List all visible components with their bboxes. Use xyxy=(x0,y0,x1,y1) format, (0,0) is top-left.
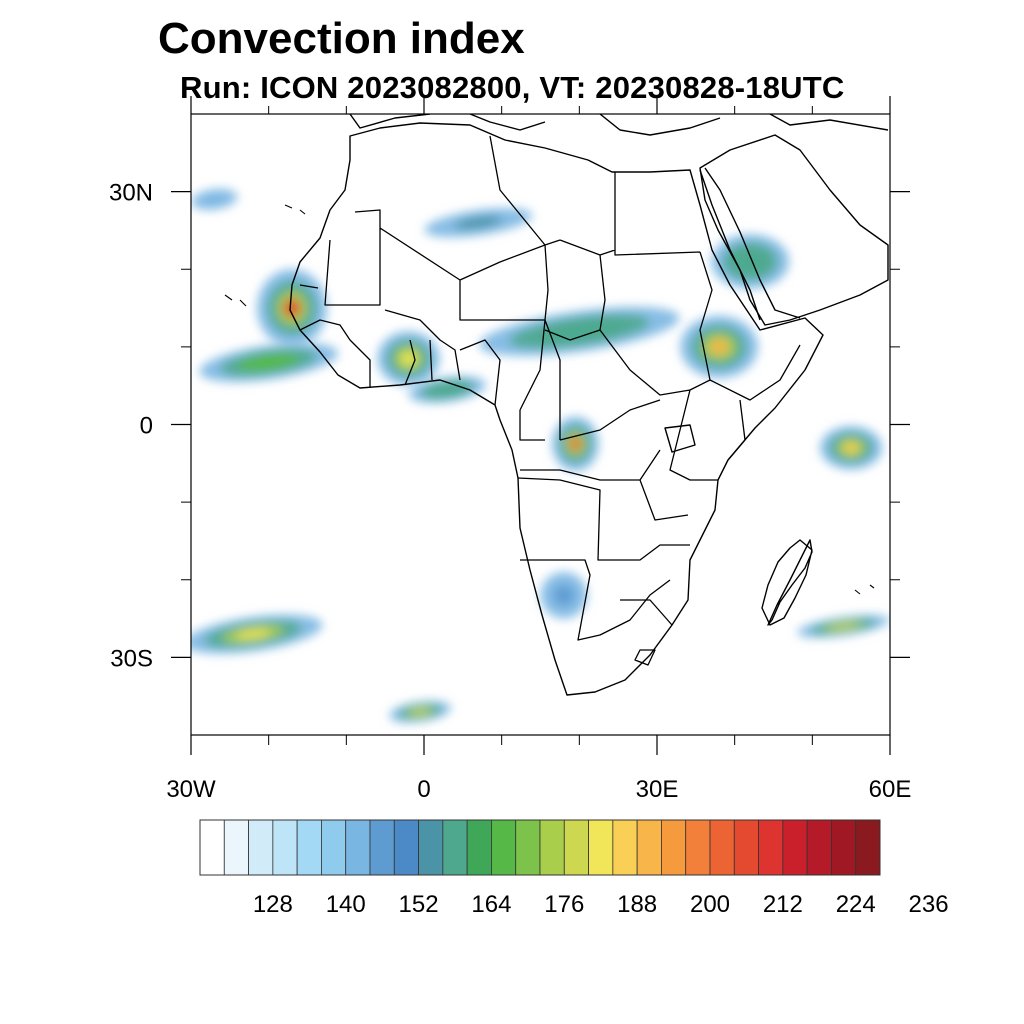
colorbar-label: 140 xyxy=(326,891,366,918)
colorbar-swatch xyxy=(733,819,759,876)
colorbar-swatch xyxy=(466,819,492,876)
convection-area-ethiopia-cluster xyxy=(680,315,758,378)
country-borders xyxy=(299,135,801,666)
colorbar-swatch xyxy=(418,819,444,876)
convection-area-congo-cluster xyxy=(552,416,599,472)
colorbar-swatch xyxy=(296,819,322,876)
convection-area-guinea-coast-band xyxy=(199,342,338,382)
convection-area-ghana-togo-cluster xyxy=(377,331,440,386)
x-tick-label: 30W xyxy=(166,776,216,803)
small-islands xyxy=(224,204,875,595)
colorbar-swatch xyxy=(515,819,541,876)
colorbar-swatch xyxy=(491,819,517,876)
x-tick-label: 60E xyxy=(869,776,912,803)
convection-area-south-atlantic-band xyxy=(191,614,323,654)
y-tick-label: 0 xyxy=(140,413,153,440)
colorbar-swatch xyxy=(612,819,638,876)
convection-area-madagascar-band xyxy=(797,615,890,638)
convection-area-namibia-cluster xyxy=(540,571,588,619)
colorbar-frame xyxy=(199,819,881,876)
colorbar: 128 140 152 164 176 188 200 212 224 236 xyxy=(199,819,949,918)
colorbar-swatch xyxy=(588,819,614,876)
colorbar-label: 200 xyxy=(690,891,730,918)
axis-ticks: 30W 0 30E 60E 30N 0 30S xyxy=(109,96,911,803)
colorbar-swatch xyxy=(442,819,468,876)
colorbar-label: 176 xyxy=(544,891,584,918)
colorbar-swatch xyxy=(539,819,565,876)
colorbar-swatch xyxy=(369,819,395,876)
convection-area-north-atlantic-band xyxy=(191,188,238,210)
colorbar-label: 152 xyxy=(399,891,439,918)
convection-area-west-africa-coast xyxy=(257,269,327,347)
y-tick-label: 30S xyxy=(110,645,153,672)
colorbar-swatch xyxy=(393,819,419,876)
colorbar-swatch xyxy=(563,819,589,876)
colorbar-label: 236 xyxy=(909,891,949,918)
colorbar-label: 164 xyxy=(471,891,511,918)
colorbar-swatch xyxy=(272,819,298,876)
coastlines xyxy=(224,114,889,696)
x-tick-label: 0 xyxy=(417,776,430,803)
chart-subtitle: Run: ICON 2023082800, VT: 20230828-18UTC xyxy=(180,70,845,105)
colorbar-swatch xyxy=(321,819,347,876)
convection-area-sahara-north-band xyxy=(424,208,533,238)
colorbar-swatch xyxy=(709,819,735,876)
colorbar-label: 128 xyxy=(253,891,293,918)
madagascar-coastline xyxy=(761,539,813,626)
red-sea-coast xyxy=(699,167,801,321)
colorbar-swatch xyxy=(248,819,274,876)
colorbar-label: 212 xyxy=(763,891,803,918)
colorbar-swatch xyxy=(199,819,225,876)
europe-coastline xyxy=(349,114,889,136)
colorbar-swatch xyxy=(661,819,687,876)
colorbar-swatch xyxy=(636,819,662,876)
arabia-coastline xyxy=(699,134,889,326)
colorbar-label: 188 xyxy=(617,891,657,918)
convection-area-gulf-of-guinea-band xyxy=(408,376,486,404)
x-tick-label: 30E xyxy=(636,776,679,803)
convection-area-south-atlantic-band-2 xyxy=(389,700,451,723)
africa-coastline xyxy=(289,122,824,696)
colorbar-swatch xyxy=(806,819,832,876)
colorbar-swatch xyxy=(855,819,881,876)
convection-area-indian-ocean-cluster xyxy=(820,426,883,470)
colorbar-swatch xyxy=(345,819,371,876)
chart-title: Convection index xyxy=(158,14,525,63)
convection-area-sahel-band xyxy=(479,306,680,356)
colorbar-swatch xyxy=(223,819,249,876)
colorbar-swatch xyxy=(831,819,857,876)
colorbar-swatch xyxy=(758,819,784,876)
colorbar-label: 224 xyxy=(836,891,876,918)
y-tick-label: 30N xyxy=(109,180,153,207)
colorbar-swatch xyxy=(782,819,808,876)
convection-shading xyxy=(191,188,890,723)
convection-area-saudi-arabia-cluster xyxy=(711,234,790,289)
colorbar-swatch xyxy=(685,819,711,876)
